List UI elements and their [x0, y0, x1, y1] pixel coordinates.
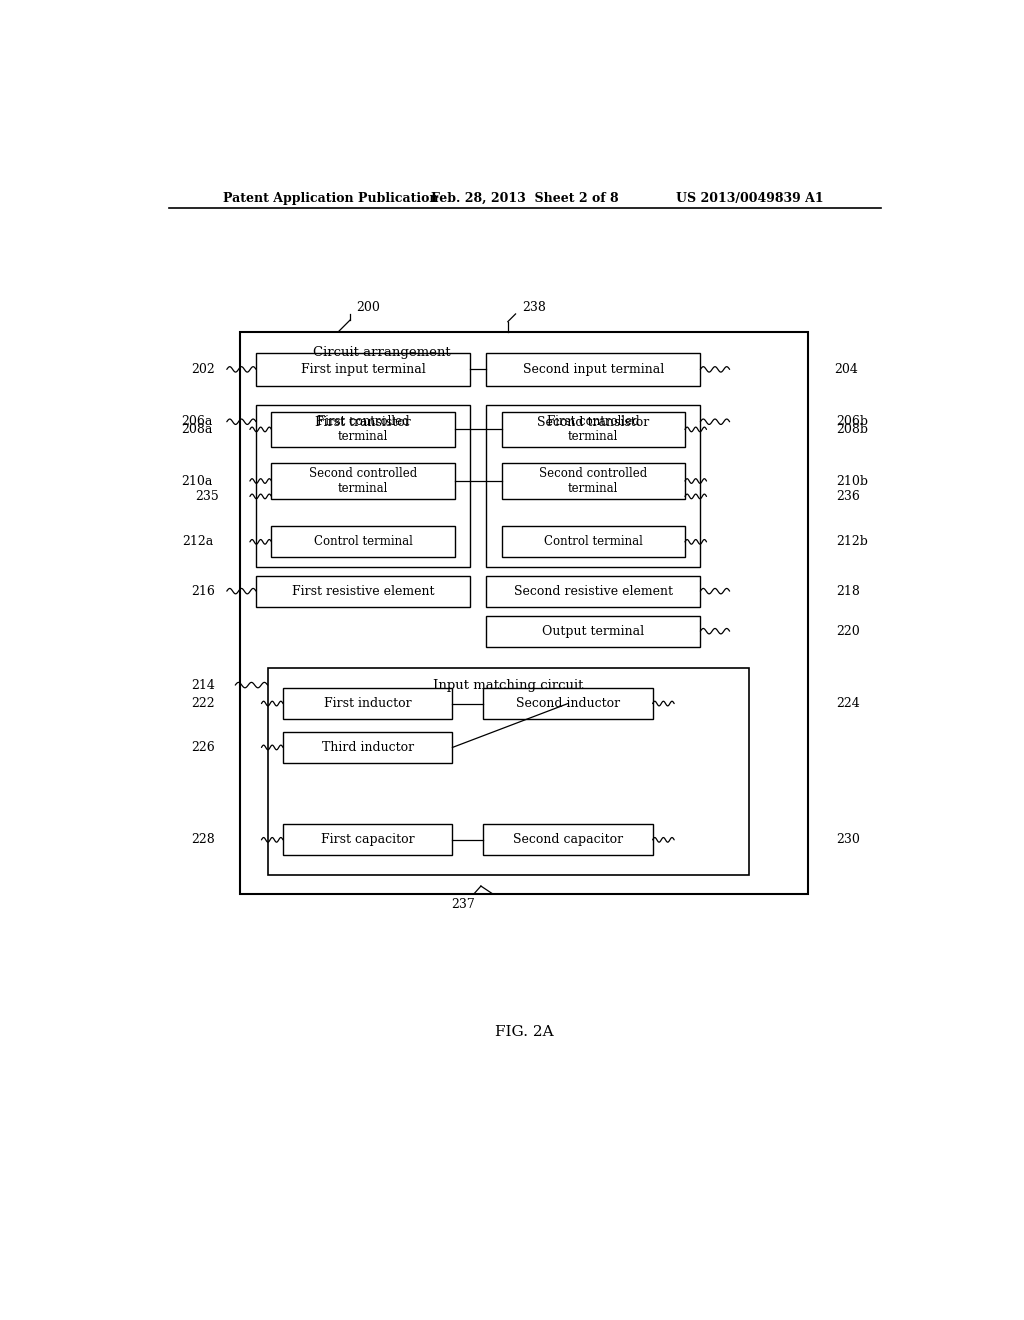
Text: Control terminal: Control terminal [313, 536, 413, 548]
Text: Output terminal: Output terminal [543, 624, 644, 638]
Bar [256, 576, 470, 607]
Bar [486, 354, 700, 385]
Bar [502, 412, 685, 447]
Text: 210a: 210a [181, 474, 213, 487]
Text: 235: 235 [196, 490, 219, 503]
Text: Second controlled
terminal: Second controlled terminal [309, 467, 417, 495]
Text: 208b: 208b [836, 422, 868, 436]
Text: First controlled
terminal: First controlled terminal [316, 416, 410, 444]
Text: 236: 236 [836, 490, 860, 503]
Bar [256, 354, 470, 385]
Text: 226: 226 [191, 741, 215, 754]
Bar [256, 405, 470, 566]
Text: Second controlled
terminal: Second controlled terminal [540, 467, 647, 495]
Text: First capacitor: First capacitor [321, 833, 415, 846]
Bar [486, 405, 700, 566]
Bar [486, 616, 700, 647]
Text: 210b: 210b [836, 474, 868, 487]
Bar [271, 412, 455, 447]
Bar [502, 527, 685, 557]
Text: 202: 202 [191, 363, 215, 376]
Text: Second resistive element: Second resistive element [514, 585, 673, 598]
Text: 218: 218 [836, 585, 860, 598]
Text: US 2013/0049839 A1: US 2013/0049839 A1 [676, 191, 823, 205]
Text: 230: 230 [836, 833, 860, 846]
Text: Input matching circuit: Input matching circuit [433, 678, 584, 692]
Text: 238: 238 [521, 301, 546, 314]
Text: Second capacitor: Second capacitor [513, 833, 623, 846]
Bar [267, 668, 749, 875]
Text: Circuit arrangement: Circuit arrangement [313, 346, 451, 359]
Text: Second inductor: Second inductor [516, 697, 620, 710]
Text: 206a: 206a [181, 416, 213, 428]
Text: First input terminal: First input terminal [301, 363, 426, 376]
Text: First transistor: First transistor [315, 416, 411, 429]
Text: 222: 222 [191, 697, 215, 710]
Bar [486, 576, 700, 607]
Bar [283, 825, 453, 855]
Text: 206b: 206b [836, 416, 868, 428]
Text: 228: 228 [191, 833, 215, 846]
Bar [283, 733, 453, 763]
Text: 212a: 212a [181, 536, 213, 548]
Text: First resistive element: First resistive element [292, 585, 434, 598]
Bar [483, 688, 652, 719]
Bar [502, 463, 685, 499]
Text: 224: 224 [836, 697, 859, 710]
Text: 216: 216 [191, 585, 215, 598]
Bar [271, 463, 455, 499]
Bar [483, 825, 652, 855]
Text: 208a: 208a [181, 422, 213, 436]
Text: Patent Application Publication: Patent Application Publication [223, 191, 438, 205]
Text: 237: 237 [451, 898, 475, 911]
Text: 204: 204 [835, 363, 858, 376]
Text: First inductor: First inductor [324, 697, 412, 710]
Text: Feb. 28, 2013  Sheet 2 of 8: Feb. 28, 2013 Sheet 2 of 8 [431, 191, 618, 205]
Text: 214: 214 [191, 678, 215, 692]
Bar [240, 331, 808, 894]
Text: Third inductor: Third inductor [322, 741, 414, 754]
Text: 200: 200 [356, 301, 380, 314]
Text: FIG. 2A: FIG. 2A [496, 1026, 554, 1039]
Text: 220: 220 [836, 624, 859, 638]
Text: Control terminal: Control terminal [544, 536, 643, 548]
Text: 212b: 212b [836, 536, 867, 548]
Text: First controlled
terminal: First controlled terminal [547, 416, 640, 444]
Bar [283, 688, 453, 719]
Text: Second transistor: Second transistor [538, 416, 649, 429]
Bar [271, 527, 455, 557]
Text: Second input terminal: Second input terminal [522, 363, 664, 376]
